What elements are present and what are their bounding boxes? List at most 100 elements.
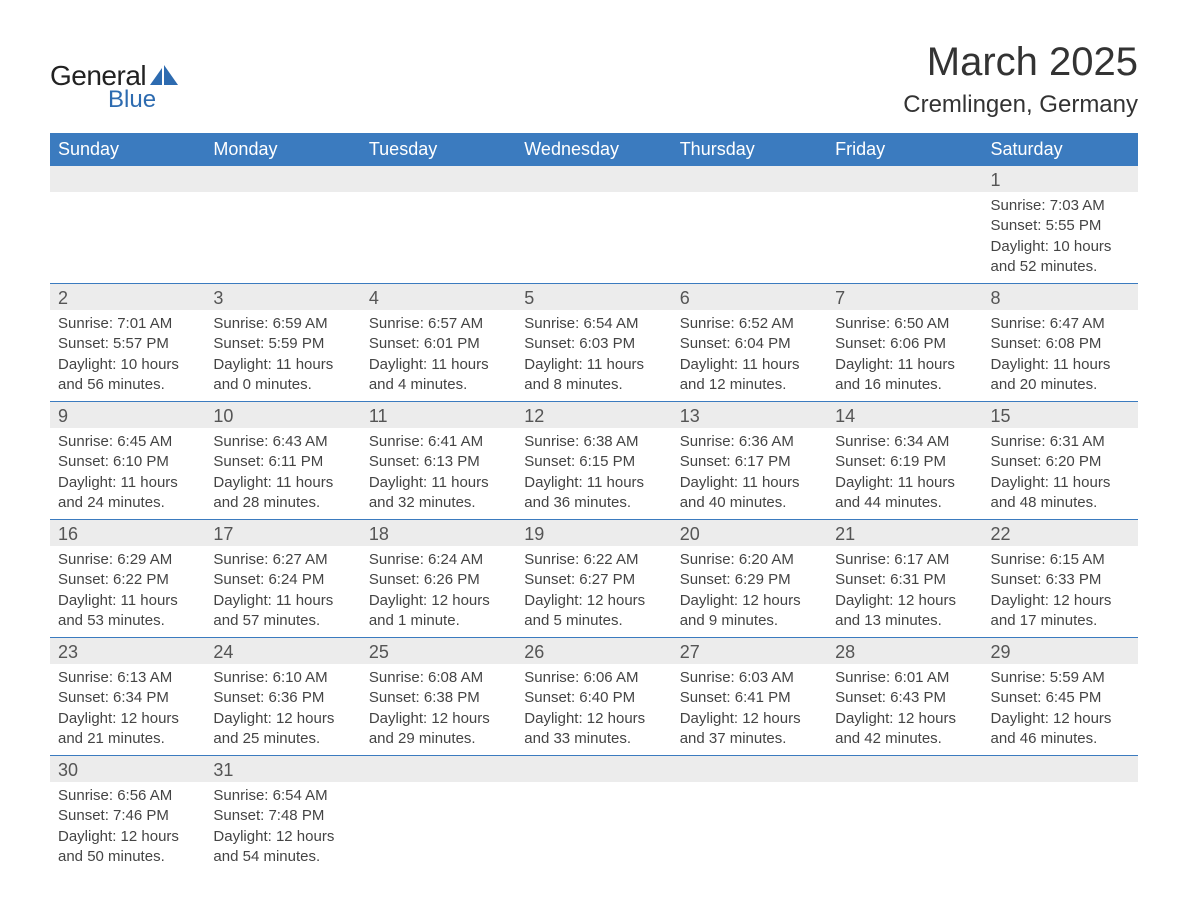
day-body <box>983 782 1138 860</box>
daylight-text: Daylight: 11 hours and 20 minutes. <box>991 355 1130 396</box>
sunset-text: Sunset: 6:26 PM <box>369 570 508 590</box>
weekday-header: Friday <box>827 133 982 166</box>
daylight-text: Daylight: 11 hours and 53 minutes. <box>58 591 197 632</box>
day-body: Sunrise: 6:27 AMSunset: 6:24 PMDaylight:… <box>205 546 360 637</box>
sunrise-text: Sunrise: 6:45 AM <box>58 432 197 452</box>
sunset-text: Sunset: 6:06 PM <box>835 334 974 354</box>
calendar-day-cell: 23Sunrise: 6:13 AMSunset: 6:34 PMDayligh… <box>50 638 205 756</box>
daylight-text: Daylight: 11 hours and 36 minutes. <box>524 473 663 514</box>
sunset-text: Sunset: 6:34 PM <box>58 688 197 708</box>
day-body: Sunrise: 5:59 AMSunset: 6:45 PMDaylight:… <box>983 664 1138 755</box>
day-body: Sunrise: 6:52 AMSunset: 6:04 PMDaylight:… <box>672 310 827 401</box>
calendar-week-row: 16Sunrise: 6:29 AMSunset: 6:22 PMDayligh… <box>50 520 1138 638</box>
day-body: Sunrise: 6:41 AMSunset: 6:13 PMDaylight:… <box>361 428 516 519</box>
day-number: 4 <box>361 284 516 310</box>
day-body: Sunrise: 6:06 AMSunset: 6:40 PMDaylight:… <box>516 664 671 755</box>
daylight-text: Daylight: 11 hours and 0 minutes. <box>213 355 352 396</box>
day-number: 15 <box>983 402 1138 428</box>
day-number <box>516 166 671 192</box>
sunrise-text: Sunrise: 6:06 AM <box>524 668 663 688</box>
day-number <box>361 756 516 782</box>
day-number <box>516 756 671 782</box>
daylight-text: Daylight: 11 hours and 48 minutes. <box>991 473 1130 514</box>
daylight-text: Daylight: 11 hours and 40 minutes. <box>680 473 819 514</box>
sunrise-text: Sunrise: 6:52 AM <box>680 314 819 334</box>
day-body: Sunrise: 6:56 AMSunset: 7:46 PMDaylight:… <box>50 782 205 873</box>
weekday-header: Tuesday <box>361 133 516 166</box>
sunrise-text: Sunrise: 6:13 AM <box>58 668 197 688</box>
sunrise-text: Sunrise: 6:20 AM <box>680 550 819 570</box>
sunset-text: Sunset: 7:46 PM <box>58 806 197 826</box>
daylight-text: Daylight: 11 hours and 12 minutes. <box>680 355 819 396</box>
day-number <box>205 166 360 192</box>
calendar-day-cell: 15Sunrise: 6:31 AMSunset: 6:20 PMDayligh… <box>983 402 1138 520</box>
calendar-day-cell <box>827 166 982 284</box>
calendar-day-cell: 25Sunrise: 6:08 AMSunset: 6:38 PMDayligh… <box>361 638 516 756</box>
daylight-text: Daylight: 12 hours and 13 minutes. <box>835 591 974 632</box>
weekday-header: Sunday <box>50 133 205 166</box>
daylight-text: Daylight: 12 hours and 9 minutes. <box>680 591 819 632</box>
day-number: 11 <box>361 402 516 428</box>
calendar-day-cell: 3Sunrise: 6:59 AMSunset: 5:59 PMDaylight… <box>205 284 360 402</box>
sunset-text: Sunset: 6:08 PM <box>991 334 1130 354</box>
sunset-text: Sunset: 6:22 PM <box>58 570 197 590</box>
sunrise-text: Sunrise: 6:01 AM <box>835 668 974 688</box>
daylight-text: Daylight: 12 hours and 42 minutes. <box>835 709 974 750</box>
calendar-day-cell <box>361 166 516 284</box>
sunrise-text: Sunrise: 6:27 AM <box>213 550 352 570</box>
day-body <box>827 782 982 860</box>
day-number: 24 <box>205 638 360 664</box>
calendar-day-cell: 13Sunrise: 6:36 AMSunset: 6:17 PMDayligh… <box>672 402 827 520</box>
sunset-text: Sunset: 6:17 PM <box>680 452 819 472</box>
sunrise-text: Sunrise: 6:31 AM <box>991 432 1130 452</box>
day-number: 28 <box>827 638 982 664</box>
sunset-text: Sunset: 6:43 PM <box>835 688 974 708</box>
sunrise-text: Sunrise: 6:08 AM <box>369 668 508 688</box>
sunset-text: Sunset: 6:15 PM <box>524 452 663 472</box>
day-body: Sunrise: 6:22 AMSunset: 6:27 PMDaylight:… <box>516 546 671 637</box>
sunrise-text: Sunrise: 6:43 AM <box>213 432 352 452</box>
day-number: 23 <box>50 638 205 664</box>
page-subtitle: Cremlingen, Germany <box>903 91 1138 119</box>
sunrise-text: Sunrise: 6:56 AM <box>58 786 197 806</box>
daylight-text: Daylight: 12 hours and 1 minute. <box>369 591 508 632</box>
day-number: 21 <box>827 520 982 546</box>
calendar-day-cell: 31Sunrise: 6:54 AMSunset: 7:48 PMDayligh… <box>205 756 360 874</box>
daylight-text: Daylight: 12 hours and 54 minutes. <box>213 827 352 868</box>
day-number: 9 <box>50 402 205 428</box>
calendar-day-cell: 22Sunrise: 6:15 AMSunset: 6:33 PMDayligh… <box>983 520 1138 638</box>
daylight-text: Daylight: 12 hours and 29 minutes. <box>369 709 508 750</box>
day-body: Sunrise: 6:10 AMSunset: 6:36 PMDaylight:… <box>205 664 360 755</box>
sunset-text: Sunset: 6:45 PM <box>991 688 1130 708</box>
day-body: Sunrise: 7:01 AMSunset: 5:57 PMDaylight:… <box>50 310 205 401</box>
calendar-day-cell <box>361 756 516 874</box>
sunrise-text: Sunrise: 6:57 AM <box>369 314 508 334</box>
calendar-day-cell <box>516 166 671 284</box>
daylight-text: Daylight: 11 hours and 16 minutes. <box>835 355 974 396</box>
weekday-header: Thursday <box>672 133 827 166</box>
sunrise-text: Sunrise: 6:34 AM <box>835 432 974 452</box>
sunrise-text: Sunrise: 7:01 AM <box>58 314 197 334</box>
daylight-text: Daylight: 12 hours and 37 minutes. <box>680 709 819 750</box>
day-number: 30 <box>50 756 205 782</box>
sunrise-text: Sunrise: 6:10 AM <box>213 668 352 688</box>
sunrise-text: Sunrise: 6:54 AM <box>524 314 663 334</box>
calendar-day-cell: 26Sunrise: 6:06 AMSunset: 6:40 PMDayligh… <box>516 638 671 756</box>
day-body: Sunrise: 6:03 AMSunset: 6:41 PMDaylight:… <box>672 664 827 755</box>
calendar-day-cell <box>205 166 360 284</box>
day-body <box>516 192 671 270</box>
calendar-day-cell: 5Sunrise: 6:54 AMSunset: 6:03 PMDaylight… <box>516 284 671 402</box>
calendar-day-cell: 20Sunrise: 6:20 AMSunset: 6:29 PMDayligh… <box>672 520 827 638</box>
page-header: General Blue March 2025 Cremlingen, Germ… <box>50 40 1138 119</box>
day-number: 17 <box>205 520 360 546</box>
day-body <box>205 192 360 270</box>
calendar-day-cell: 6Sunrise: 6:52 AMSunset: 6:04 PMDaylight… <box>672 284 827 402</box>
calendar-day-cell: 9Sunrise: 6:45 AMSunset: 6:10 PMDaylight… <box>50 402 205 520</box>
day-body: Sunrise: 6:29 AMSunset: 6:22 PMDaylight:… <box>50 546 205 637</box>
day-number <box>983 756 1138 782</box>
day-body: Sunrise: 6:36 AMSunset: 6:17 PMDaylight:… <box>672 428 827 519</box>
calendar-day-cell: 11Sunrise: 6:41 AMSunset: 6:13 PMDayligh… <box>361 402 516 520</box>
daylight-text: Daylight: 12 hours and 17 minutes. <box>991 591 1130 632</box>
daylight-text: Daylight: 10 hours and 52 minutes. <box>991 237 1130 278</box>
logo-text-blue: Blue <box>108 86 156 114</box>
